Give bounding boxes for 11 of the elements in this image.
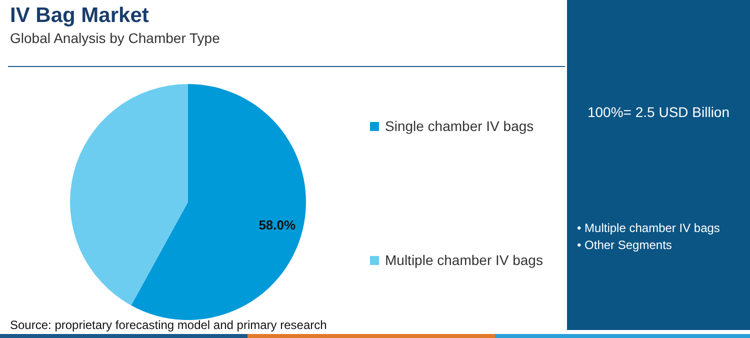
chart-subtitle: Global Analysis by Chamber Type: [10, 30, 220, 46]
data-label: 58.0%: [258, 217, 296, 232]
text: 100%= 2.5 USD Billion: [586, 104, 731, 120]
legend-label: Single chamber IV bags: [385, 118, 534, 134]
source-note: Source: proprietary forecasting model and primary research: [10, 318, 327, 332]
text: • Multiple chamber IV bags: [577, 220, 720, 237]
chart-title: IV Bag Market: [10, 4, 149, 28]
pie-slice: [70, 84, 188, 306]
legend-label: Multiple chamber IV bags: [385, 252, 543, 268]
text: • Other Segments: [577, 237, 673, 254]
pie-slice: [131, 84, 306, 320]
